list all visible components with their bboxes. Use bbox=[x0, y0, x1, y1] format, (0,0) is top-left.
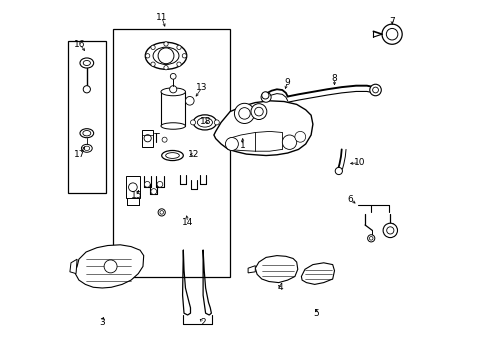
Circle shape bbox=[372, 87, 378, 93]
Circle shape bbox=[214, 120, 219, 125]
Circle shape bbox=[382, 223, 397, 238]
Circle shape bbox=[145, 54, 149, 58]
Ellipse shape bbox=[153, 47, 179, 64]
Ellipse shape bbox=[81, 144, 92, 152]
Circle shape bbox=[162, 137, 167, 142]
Polygon shape bbox=[255, 256, 297, 283]
Ellipse shape bbox=[83, 60, 90, 66]
Text: 18: 18 bbox=[200, 117, 211, 126]
Text: 13: 13 bbox=[196, 83, 207, 92]
Text: 12: 12 bbox=[187, 150, 199, 158]
Circle shape bbox=[261, 92, 268, 99]
Circle shape bbox=[151, 189, 156, 194]
Text: 6: 6 bbox=[347, 195, 353, 204]
Circle shape bbox=[128, 183, 137, 192]
Bar bbox=[68, 41, 106, 193]
Ellipse shape bbox=[145, 42, 186, 69]
Circle shape bbox=[177, 45, 181, 50]
Polygon shape bbox=[75, 245, 143, 288]
Ellipse shape bbox=[197, 118, 212, 127]
Circle shape bbox=[157, 181, 163, 187]
Circle shape bbox=[335, 167, 342, 175]
Circle shape bbox=[163, 66, 168, 70]
Circle shape bbox=[163, 42, 168, 46]
Text: 1: 1 bbox=[239, 141, 245, 150]
Circle shape bbox=[144, 135, 151, 142]
Circle shape bbox=[158, 209, 165, 216]
Circle shape bbox=[83, 86, 90, 93]
Ellipse shape bbox=[84, 146, 89, 150]
Circle shape bbox=[294, 131, 305, 142]
Circle shape bbox=[367, 235, 374, 242]
Text: 2: 2 bbox=[200, 318, 205, 327]
Text: 10: 10 bbox=[353, 158, 365, 167]
Polygon shape bbox=[247, 266, 255, 273]
Text: 16: 16 bbox=[74, 40, 85, 49]
Text: 5: 5 bbox=[313, 309, 319, 318]
Ellipse shape bbox=[161, 88, 185, 96]
Text: 7: 7 bbox=[388, 17, 394, 26]
Polygon shape bbox=[213, 101, 312, 156]
Text: 14: 14 bbox=[182, 218, 193, 227]
Text: 9: 9 bbox=[284, 77, 290, 86]
Circle shape bbox=[104, 260, 117, 273]
Polygon shape bbox=[70, 259, 77, 274]
Bar bbox=[161, 92, 185, 126]
Ellipse shape bbox=[193, 115, 216, 130]
Circle shape bbox=[169, 86, 177, 93]
Ellipse shape bbox=[161, 123, 185, 129]
Circle shape bbox=[369, 84, 381, 96]
Circle shape bbox=[234, 103, 254, 123]
Ellipse shape bbox=[80, 129, 94, 138]
Circle shape bbox=[254, 107, 263, 116]
Circle shape bbox=[151, 62, 155, 66]
Circle shape bbox=[261, 92, 270, 102]
Circle shape bbox=[368, 237, 372, 240]
Circle shape bbox=[225, 138, 238, 150]
Circle shape bbox=[250, 104, 266, 120]
Text: 17: 17 bbox=[74, 150, 85, 158]
Ellipse shape bbox=[165, 153, 179, 158]
Text: 11: 11 bbox=[156, 13, 167, 22]
Circle shape bbox=[381, 24, 401, 44]
Ellipse shape bbox=[82, 130, 91, 136]
Circle shape bbox=[144, 181, 150, 187]
Circle shape bbox=[160, 211, 163, 214]
Bar bbox=[125, 176, 140, 198]
Circle shape bbox=[386, 227, 393, 234]
Circle shape bbox=[282, 135, 296, 149]
Circle shape bbox=[238, 108, 250, 119]
Bar bbox=[142, 130, 153, 147]
Polygon shape bbox=[301, 263, 334, 284]
Circle shape bbox=[170, 73, 176, 79]
Bar bbox=[113, 29, 230, 277]
Text: 4: 4 bbox=[277, 284, 283, 292]
Text: 8: 8 bbox=[331, 74, 337, 83]
Circle shape bbox=[151, 45, 155, 50]
Circle shape bbox=[177, 62, 181, 66]
Circle shape bbox=[185, 96, 194, 105]
Circle shape bbox=[386, 28, 397, 40]
Ellipse shape bbox=[80, 58, 94, 68]
Ellipse shape bbox=[162, 150, 183, 161]
Circle shape bbox=[190, 120, 195, 125]
Circle shape bbox=[158, 48, 174, 64]
Text: 3: 3 bbox=[99, 318, 105, 327]
Circle shape bbox=[182, 54, 186, 58]
Text: 15: 15 bbox=[130, 191, 142, 200]
